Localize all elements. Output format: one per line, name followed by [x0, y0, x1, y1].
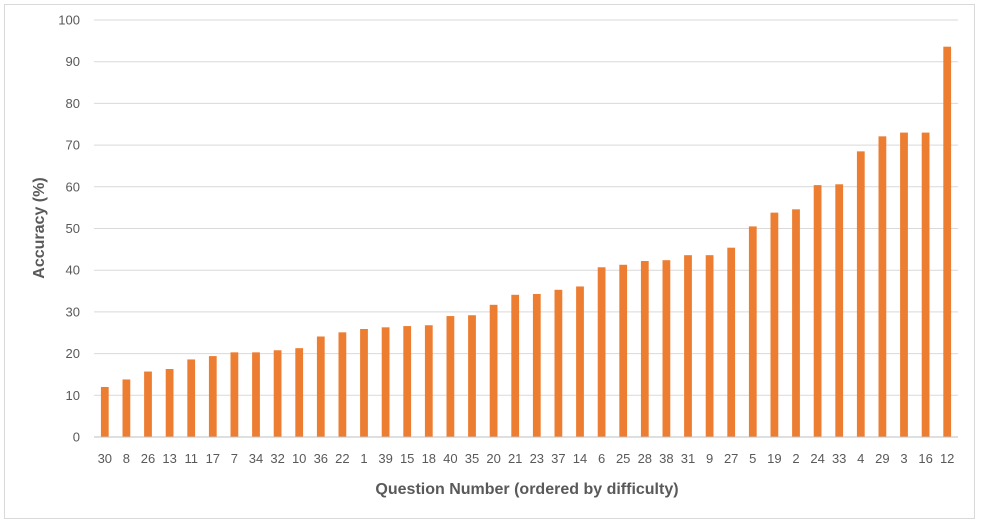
x-tick-label: 15 — [400, 451, 414, 466]
x-tick-label: 33 — [832, 451, 846, 466]
x-axis-title: Question Number (ordered by difficulty) — [375, 481, 678, 498]
bar-question-26 — [144, 371, 152, 437]
x-tick-label: 4 — [857, 451, 864, 466]
bar-question-33 — [835, 184, 844, 437]
x-tick-label: 14 — [573, 451, 587, 466]
x-tick-label: 36 — [314, 451, 328, 466]
bars — [100, 46, 952, 438]
bar-question-2 — [792, 209, 800, 437]
bar-question-11 — [187, 359, 196, 437]
x-tick-label: 8 — [123, 451, 130, 466]
x-tick-label: 27 — [724, 451, 738, 466]
bar-question-20 — [489, 304, 498, 437]
bar-question-13 — [165, 369, 174, 437]
x-tick-label: 7 — [231, 451, 238, 466]
x-tick-label: 22 — [335, 451, 349, 466]
bar-question-15 — [403, 326, 412, 437]
y-axis-title: Accuracy (%) — [31, 177, 48, 278]
x-tick-label: 12 — [940, 451, 954, 466]
bar-question-18 — [424, 325, 433, 437]
bar-question-40 — [446, 316, 455, 437]
bar-question-6 — [597, 267, 606, 437]
bar-question-19 — [770, 212, 779, 437]
x-tick-label: 28 — [638, 451, 652, 466]
bar-question-5 — [748, 226, 757, 437]
x-tick-label: 16 — [918, 451, 932, 466]
y-axis-ticks: 0 10 20 30 40 50 60 70 80 90 100 — [58, 13, 80, 445]
x-tick-label: 38 — [659, 451, 673, 466]
gridlines — [94, 19, 958, 396]
x-tick-label: 31 — [681, 451, 695, 466]
bar-question-10 — [295, 348, 304, 437]
x-tick-label: 11 — [184, 451, 198, 466]
x-tick-label: 13 — [162, 451, 176, 466]
x-tick-label: 18 — [422, 451, 436, 466]
x-tick-label: 25 — [616, 451, 630, 466]
y-tick-label: 40 — [66, 263, 80, 278]
bar-question-30 — [100, 386, 109, 437]
bar-question-9 — [705, 255, 714, 437]
bar-question-22 — [338, 332, 347, 437]
bar-question-12 — [943, 46, 952, 438]
x-tick-label: 35 — [465, 451, 479, 466]
bar-question-28 — [640, 261, 649, 437]
x-tick-label: 9 — [706, 451, 713, 466]
bar-question-27 — [727, 247, 736, 437]
bar-question-23 — [532, 293, 541, 437]
bar-question-24 — [813, 185, 822, 437]
bar-question-38 — [662, 260, 671, 437]
bar-question-7 — [230, 352, 239, 437]
x-tick-label: 6 — [598, 451, 605, 466]
x-tick-label: 23 — [530, 451, 544, 466]
y-tick-label: 60 — [66, 179, 80, 194]
x-tick-label: 39 — [378, 451, 392, 466]
x-tick-label: 20 — [486, 451, 500, 466]
y-tick-label: 80 — [66, 96, 80, 111]
y-tick-label: 30 — [66, 304, 80, 319]
y-tick-label: 50 — [66, 221, 80, 236]
bar-question-39 — [381, 327, 390, 437]
bar-question-29 — [878, 136, 887, 437]
bar-question-8 — [122, 379, 131, 437]
x-tick-label: 26 — [141, 451, 155, 466]
bar-question-16 — [921, 132, 930, 437]
bar-question-17 — [208, 356, 217, 437]
x-tick-label: 40 — [443, 451, 457, 466]
x-tick-label: 5 — [749, 451, 756, 466]
bar-question-37 — [554, 289, 563, 437]
x-tick-label: 1 — [360, 451, 367, 466]
x-tick-label: 10 — [292, 451, 306, 466]
bar-question-25 — [619, 264, 628, 437]
bar-question-1 — [360, 328, 368, 437]
y-tick-label: 90 — [66, 54, 80, 69]
bar-question-21 — [511, 294, 520, 437]
bar-question-31 — [684, 255, 692, 437]
y-tick-label: 70 — [66, 138, 80, 153]
bar-question-36 — [316, 336, 325, 437]
x-tick-label: 19 — [767, 451, 781, 466]
x-tick-label: 29 — [875, 451, 889, 466]
y-tick-label: 100 — [58, 13, 80, 28]
x-axis-ticks: 30 8 26 13 11 17 7 34 32 10 36 22 1 39 15 18 40 35 20 21 23 3… — [98, 451, 955, 466]
x-tick-label: 21 — [508, 451, 522, 466]
y-tick-label: 10 — [66, 388, 80, 403]
x-tick-label: 37 — [551, 451, 565, 466]
bar-question-14 — [576, 286, 584, 437]
bar-question-4 — [856, 151, 865, 438]
x-tick-label: 3 — [900, 451, 907, 466]
y-tick-label: 0 — [73, 430, 80, 445]
x-tick-label: 2 — [792, 451, 799, 466]
x-tick-label: 24 — [810, 451, 824, 466]
x-tick-label: 34 — [249, 451, 263, 466]
x-tick-label: 17 — [206, 451, 220, 466]
bar-question-35 — [468, 315, 476, 437]
x-tick-label: 30 — [98, 451, 112, 466]
y-tick-label: 20 — [66, 346, 80, 361]
bar-question-32 — [273, 350, 282, 437]
x-tick-label: 32 — [270, 451, 284, 466]
bar-question-3 — [900, 132, 908, 437]
bar-question-34 — [252, 352, 260, 437]
